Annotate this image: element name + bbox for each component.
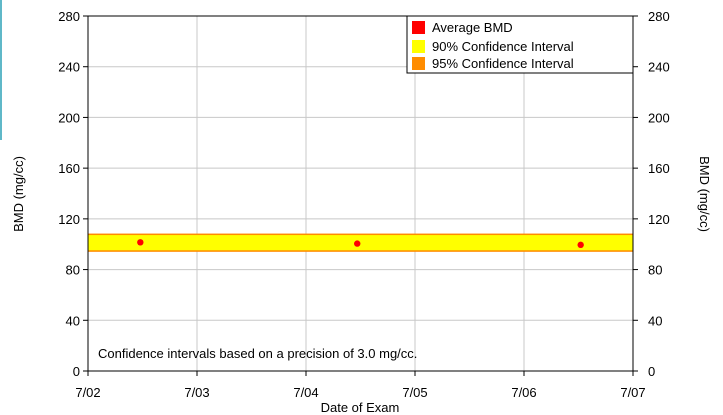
band-90-ci — [88, 235, 633, 251]
data-point-0 — [137, 239, 144, 246]
x-tick-label-5: 7/07 — [620, 385, 645, 400]
y-tick-label-left-2: 80 — [66, 263, 80, 278]
y-tick-label-left-5: 200 — [58, 110, 80, 125]
legend-box — [406, 15, 634, 74]
left-y-axis-title: BMD (mg/cc) — [11, 156, 26, 232]
y-tick-label-left-1: 40 — [66, 313, 80, 328]
legend-label-average-bmd: Average BMD — [432, 20, 513, 35]
legend-swatch-95-ci — [412, 57, 425, 70]
y-tick-label-left-7: 280 — [58, 9, 80, 24]
confidence-bands — [88, 233, 633, 252]
data-point-1 — [354, 240, 361, 247]
legend-swatch-average-bmd — [412, 21, 425, 34]
legend-label-90-ci: 90% Confidence Interval — [432, 39, 574, 54]
y-tick-label-right-3: 120 — [648, 212, 670, 227]
y-tick-label-left-3: 120 — [58, 212, 80, 227]
x-tick-label-1: 7/03 — [184, 385, 209, 400]
y-tick-label-right-5: 200 — [648, 110, 670, 125]
y-tick-label-left-4: 160 — [58, 161, 80, 176]
right-y-axis-title: BMD (mg/cc) — [697, 156, 712, 232]
plot-frame — [87, 15, 634, 372]
y-tick-label-right-2: 80 — [648, 263, 662, 278]
x-tick-label-0: 7/02 — [75, 385, 100, 400]
y-tick-label-right-0: 0 — [648, 364, 655, 379]
x-tick-label-4: 7/06 — [511, 385, 536, 400]
x-axis-ticks: 7/02 7/03 7/04 7/05 7/06 7/07 — [75, 371, 646, 400]
y-tick-label-right-4: 160 — [648, 161, 670, 176]
left-y-axis-ticks: 0 40 80 120 160 200 240 280 — [58, 9, 88, 379]
left-edge-accent — [0, 0, 2, 140]
x-tick-label-3: 7/05 — [402, 385, 427, 400]
legend-label-95-ci: 95% Confidence Interval — [432, 56, 574, 71]
y-tick-label-left-0: 0 — [73, 364, 80, 379]
data-point-2 — [577, 241, 584, 249]
average-bmd-points — [137, 239, 584, 249]
y-tick-label-right-1: 40 — [648, 313, 662, 328]
legend: Average BMD 90% Confidence Interval 95% … — [406, 15, 634, 74]
right-y-axis-ticks: 0 40 80 120 160 200 240 280 — [633, 9, 670, 379]
x-tick-label-2: 7/04 — [293, 385, 318, 400]
y-tick-label-right-6: 240 — [648, 60, 670, 75]
legend-swatch-90-ci — [412, 40, 425, 53]
x-axis-title: Date of Exam — [321, 400, 400, 415]
y-tick-label-left-6: 240 — [58, 60, 80, 75]
y-tick-label-right-7: 280 — [648, 9, 670, 24]
precision-note: Confidence intervals based on a precisio… — [98, 346, 417, 361]
